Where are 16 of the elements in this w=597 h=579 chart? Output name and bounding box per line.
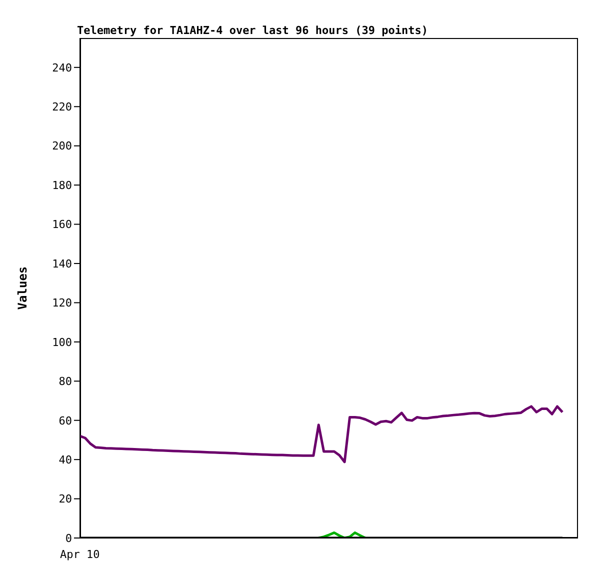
y-tick-label: 200 xyxy=(52,140,72,153)
y-tick-label: 220 xyxy=(52,100,72,114)
y-tick-label: 120 xyxy=(52,296,72,310)
y-tick-label: 0 xyxy=(65,532,72,545)
y-tick-label: 40 xyxy=(58,453,72,466)
y-tick-label: 160 xyxy=(52,218,72,232)
y-tick-label: 100 xyxy=(52,336,72,349)
y-tick-label: 140 xyxy=(52,257,72,270)
y-tick-label: 240 xyxy=(52,61,72,74)
y-tick-label: 180 xyxy=(52,178,72,192)
y-tick-label: 20 xyxy=(58,492,72,506)
y-axis-title: Values xyxy=(15,266,30,310)
chart-title: Telemetry for TA1AHZ-4 over last 96 hours (39 points) xyxy=(77,24,428,37)
text: Apr 10 xyxy=(60,548,100,561)
y-tick-label: 60 xyxy=(58,414,72,428)
y-tick-label: 80 xyxy=(58,375,72,388)
